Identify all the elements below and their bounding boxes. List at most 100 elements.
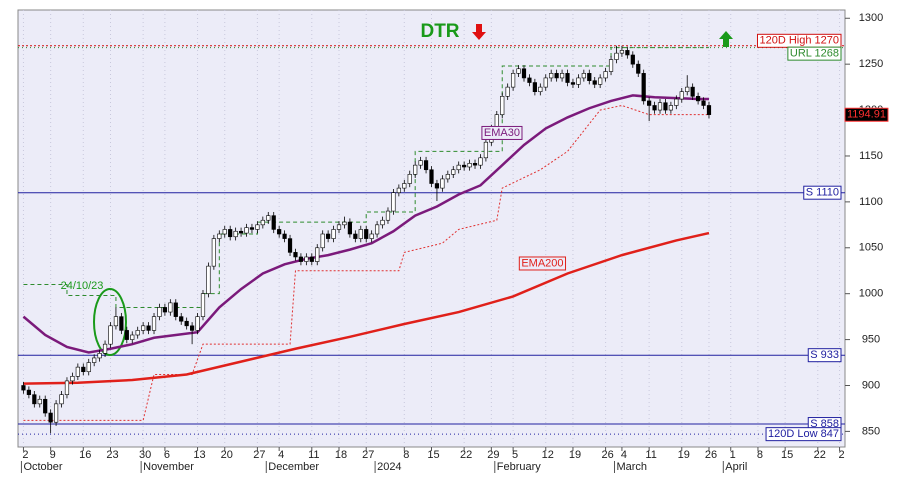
candle-body <box>429 169 434 184</box>
level-label: 120D Low 847 <box>768 428 839 440</box>
level-label-box <box>765 427 842 442</box>
candle-body <box>141 325 146 331</box>
candle-body <box>668 105 673 111</box>
candle-body <box>587 73 592 81</box>
candle-body <box>277 229 282 235</box>
y-tick-label: 950 <box>862 333 880 345</box>
month-label: April <box>725 461 747 473</box>
candle-body <box>81 366 86 373</box>
candle-body <box>353 233 358 239</box>
candle-body <box>483 141 489 159</box>
candle-body <box>179 316 184 322</box>
candle-body <box>304 256 309 262</box>
candle-body <box>195 316 200 331</box>
candle-body <box>674 98 679 106</box>
candle-body <box>173 302 178 317</box>
candle-body <box>271 215 276 230</box>
candle-body <box>396 187 401 193</box>
x-tick-label: 15 <box>781 449 793 461</box>
x-tick-label: 27 <box>362 449 374 461</box>
x-tick-label: 4 <box>278 449 284 461</box>
candle-body <box>151 316 157 331</box>
month-label: December <box>268 461 319 473</box>
candle-body <box>549 73 554 79</box>
series-label-box <box>481 125 523 140</box>
candle-body <box>554 73 559 79</box>
candle-body <box>516 68 521 74</box>
level-label-box <box>787 46 842 61</box>
candle-body <box>521 68 527 79</box>
candle-body <box>532 82 537 93</box>
candle-body <box>608 59 614 72</box>
candle-body <box>418 160 423 166</box>
candle-body <box>647 100 652 106</box>
x-tick-label: 26 <box>601 449 613 461</box>
candle-body <box>21 385 26 391</box>
candle-body <box>636 63 641 74</box>
x-tick-label: 12 <box>542 449 554 461</box>
candle-body <box>244 227 249 234</box>
candle-body <box>309 256 314 262</box>
ema-line <box>23 231 710 385</box>
candle-body <box>86 362 91 373</box>
stop-line <box>23 104 709 421</box>
candle-body <box>293 252 298 258</box>
y-tick-label: 1000 <box>859 288 883 300</box>
candle-body <box>505 86 510 97</box>
x-tick-label: 18 <box>335 449 347 461</box>
x-tick-label: 13 <box>193 449 205 461</box>
x-tick-label: 30 <box>139 449 151 461</box>
candle-body <box>679 91 684 100</box>
candle-body <box>260 219 265 226</box>
candle-body <box>168 302 173 313</box>
candle-body <box>124 330 129 340</box>
candle-body <box>190 325 195 331</box>
candle-body <box>37 398 42 405</box>
candle-body <box>500 95 505 115</box>
candle-body <box>331 229 336 239</box>
candle-body <box>135 330 140 336</box>
candle-body <box>663 102 668 111</box>
candle-body <box>347 221 352 235</box>
candle-body <box>282 233 287 239</box>
month-label: March <box>616 461 647 473</box>
x-tick-label: 9 <box>50 449 56 461</box>
candle-body <box>108 325 113 345</box>
candle-body <box>70 376 75 382</box>
candle-body <box>184 320 189 327</box>
candle-body <box>75 366 80 377</box>
month-label: 2024 <box>377 461 401 473</box>
candle-body <box>511 73 516 88</box>
candle-body <box>200 293 206 317</box>
y-tick-label: 900 <box>862 379 880 391</box>
candle-body <box>64 380 70 395</box>
candle-body <box>217 233 222 239</box>
month-label: February <box>497 461 542 473</box>
candle-body <box>48 412 53 423</box>
candle-body <box>695 95 701 102</box>
x-tick-label: 4 <box>621 449 627 461</box>
y-tick-label: 1050 <box>859 242 883 254</box>
y-tick-label: 1150 <box>859 150 883 162</box>
candle-body <box>434 183 440 189</box>
candle-body <box>364 229 369 239</box>
level-label: 120D High 1270 <box>759 35 839 47</box>
series-label: EMA200 <box>521 257 563 269</box>
x-tick-label: 15 <box>427 449 439 461</box>
level-label: S 933 <box>810 349 839 361</box>
ema-line <box>22 94 709 354</box>
candle-body <box>102 343 108 354</box>
candle-body <box>625 50 630 56</box>
plot-area <box>17 9 846 448</box>
candle-body <box>157 307 162 317</box>
candle-body <box>402 183 407 189</box>
candle-body <box>266 215 271 221</box>
candle-body <box>592 80 597 85</box>
candle-body <box>211 238 216 267</box>
candle-body <box>206 265 211 294</box>
candle-body <box>369 233 374 239</box>
series-label-box <box>518 256 567 271</box>
x-tick-label: 2 <box>838 449 844 461</box>
candle-body <box>358 229 363 239</box>
candle-body <box>146 325 151 331</box>
